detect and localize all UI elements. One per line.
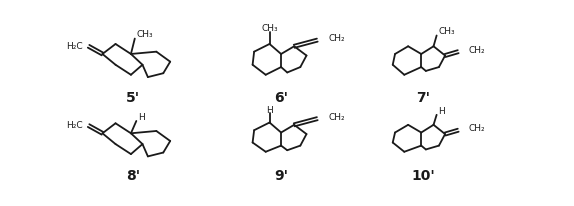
Text: 10': 10' (412, 169, 436, 183)
Text: CH₃: CH₃ (438, 27, 455, 36)
Text: 8': 8' (126, 169, 140, 183)
Text: 9': 9' (274, 169, 288, 183)
Text: 6': 6' (274, 91, 288, 105)
Text: H: H (266, 106, 273, 115)
Text: 7': 7' (417, 91, 430, 105)
Text: CH₂: CH₂ (469, 46, 486, 55)
Text: H: H (138, 113, 145, 122)
Text: H₂C: H₂C (66, 121, 83, 130)
Text: H: H (438, 107, 445, 116)
Text: CH₂: CH₂ (328, 34, 344, 43)
Text: CH₃: CH₃ (261, 24, 278, 33)
Text: 5': 5' (126, 91, 140, 105)
Text: CH₃: CH₃ (137, 30, 153, 39)
Text: H₂C: H₂C (66, 42, 83, 51)
Text: CH₂: CH₂ (328, 113, 344, 122)
Text: CH₂: CH₂ (469, 124, 486, 133)
